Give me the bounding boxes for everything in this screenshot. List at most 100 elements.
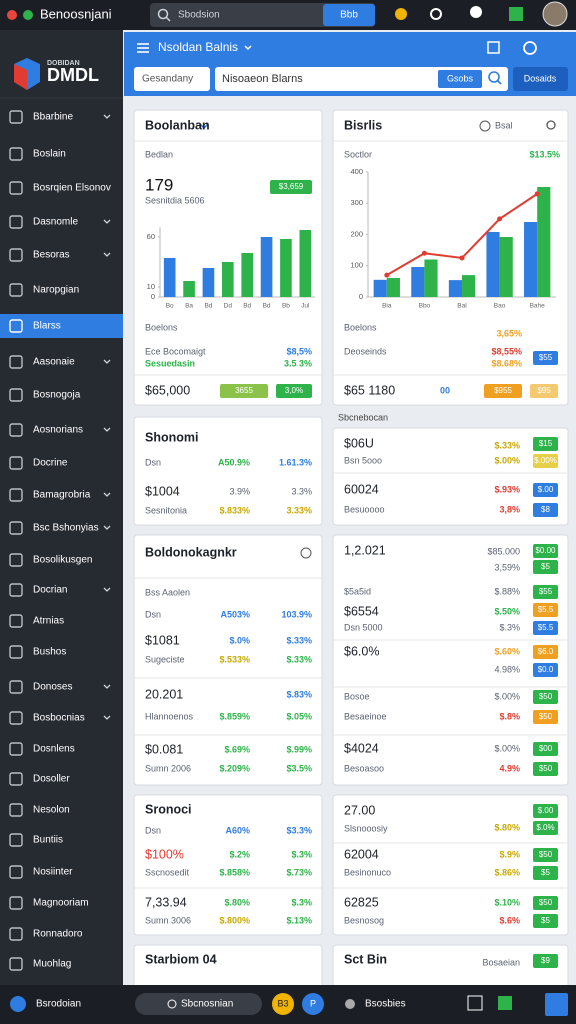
notification-icon[interactable] [395,8,407,20]
badge[interactable] [533,585,558,599]
badge-label: $50 [539,692,553,701]
menu-item[interactable]: Magnooriam [33,898,89,909]
card-icon[interactable] [300,547,312,559]
badge[interactable] [533,544,558,558]
card-text: Sscnosedit [145,867,190,877]
menu-item[interactable]: Nesolon [33,805,70,816]
search-box[interactable] [150,3,375,27]
bar [448,280,462,297]
badge[interactable] [484,384,522,398]
bottom-icon[interactable] [10,996,26,1012]
menu-item[interactable]: Ronnadoro [33,929,83,940]
menu-item[interactable]: Bushos [33,647,66,658]
card-text: $.33% [286,654,312,664]
badge[interactable] [533,690,558,704]
badge[interactable] [533,710,558,724]
badge[interactable] [533,954,558,968]
bottom-icon[interactable] [545,993,568,1016]
badge[interactable] [533,821,558,835]
settings-icon[interactable] [430,8,442,20]
menu-icon [9,283,23,297]
menu-item[interactable]: Docrine [33,458,68,469]
card-text: $.3% [499,622,520,632]
menu-item[interactable]: Naropgian [33,285,79,296]
badge-label: $50 [539,850,553,859]
card-text: Shonomi [145,430,198,444]
badge[interactable] [270,180,312,194]
bottom-icon[interactable] [467,995,483,1011]
card-dividers [134,140,568,889]
card-text: Dsn [145,825,161,835]
menu-item[interactable]: Nosiinter [33,867,73,878]
bottom-badge[interactable] [302,993,324,1015]
badge[interactable] [533,742,558,756]
card-text: $.73% [286,867,312,877]
chevron [103,427,111,432]
card-text: $.8% [499,711,520,721]
badge[interactable] [533,896,558,910]
menu-item[interactable]: Bsc Bshonyias [33,523,99,534]
menu-item[interactable]: Boslain [33,149,66,160]
menu-item[interactable]: Atrnias [33,616,64,627]
badge[interactable] [533,804,558,818]
badge[interactable] [533,560,558,574]
avatar[interactable] [542,1,568,27]
badge[interactable] [533,621,558,635]
line-point [497,216,503,222]
menu-icon [9,355,23,369]
badge[interactable] [533,483,558,497]
badge[interactable] [533,503,558,517]
menu-item[interactable]: Blarss [33,321,61,332]
menu-item[interactable]: Bosnogoja [33,390,81,401]
card-text: 60024 [344,482,379,496]
menu-item[interactable]: Donoses [33,682,72,693]
badge[interactable] [533,914,558,928]
menu-item[interactable]: Bosrqien Elsonov [33,183,111,194]
menu-item[interactable]: Muohlag [33,959,71,970]
menu-item[interactable]: Bosbocnias [33,713,85,724]
search-box[interactable] [215,67,508,91]
status-icon[interactable] [509,7,523,21]
menu-item[interactable]: Bosolikusgen [33,555,92,566]
bottom-icon[interactable] [498,996,512,1010]
menu-item[interactable]: Aosnorians [33,425,83,436]
search-button[interactable] [323,4,375,26]
badge[interactable] [533,645,558,659]
card-text: Sesuedasin [145,358,195,368]
badge[interactable] [533,866,558,880]
badge[interactable] [533,603,558,617]
badge[interactable] [533,663,558,677]
header-button[interactable] [513,67,568,91]
card-text: $.00% [494,691,520,701]
menu-item[interactable]: Bamagrobria [33,490,91,501]
bottom-search[interactable] [135,993,262,1015]
badge[interactable] [533,351,558,365]
menu-item[interactable]: Dasnomle [33,217,78,228]
header-icon[interactable] [523,41,537,55]
badge[interactable] [533,454,558,468]
bottom-badge[interactable] [272,993,294,1015]
menu-item[interactable]: Docrian [33,585,67,596]
menu-item[interactable]: Besoras [33,250,70,261]
badge[interactable] [533,437,558,451]
menu-item[interactable]: Buntiis [33,835,63,846]
y-tick-label: 0 [151,292,155,301]
card-icon[interactable] [546,120,556,130]
menu-item[interactable]: Dosoller [33,774,70,785]
header-icon[interactable] [487,41,500,54]
menu-item[interactable]: Dosnlens [33,744,75,755]
badge[interactable] [530,384,558,398]
card-text: $.800% [219,915,250,925]
user-icon[interactable] [470,6,482,18]
card-icon[interactable] [479,120,491,132]
filter-box[interactable] [134,67,210,91]
badge[interactable] [533,848,558,862]
menu-icon[interactable] [137,43,149,53]
badge[interactable] [220,384,268,398]
badge[interactable] [276,384,312,398]
menu-item[interactable]: Aasonaie [33,357,75,368]
search-button[interactable] [438,70,482,88]
badge[interactable] [533,762,558,776]
menu-item[interactable]: Bbarbine [33,112,73,123]
bottom-icon [345,999,355,1009]
